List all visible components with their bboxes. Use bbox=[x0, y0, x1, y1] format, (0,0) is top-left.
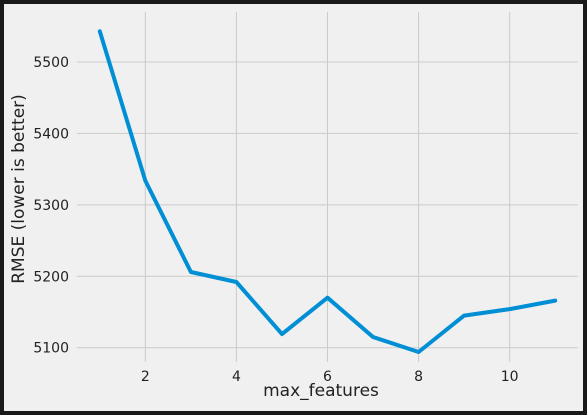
series-line bbox=[97, 29, 558, 354]
x-tick-label: 2 bbox=[141, 369, 150, 385]
x-tick-label: 6 bbox=[323, 369, 332, 385]
y-tick-label: 5300 bbox=[33, 198, 69, 214]
x-tick-label: 8 bbox=[414, 369, 423, 385]
grid bbox=[77, 12, 578, 362]
line-chart: 2 4 6 8 10 5100 5200 5300 5400 5500 max_features… bbox=[9, 12, 578, 401]
y-tick-label: 5400 bbox=[33, 126, 69, 142]
y-tick-labels: 5100 5200 5300 5400 5500 bbox=[33, 55, 69, 357]
x-tick-labels: 2 4 6 8 10 bbox=[141, 369, 519, 385]
x-tick-label: 4 bbox=[232, 369, 241, 385]
y-tick-label: 5100 bbox=[33, 341, 69, 357]
chart-figure: 2 4 6 8 10 5100 5200 5300 5400 5500 max_features… bbox=[4, 4, 583, 411]
x-axis-label: max_features bbox=[263, 381, 379, 401]
y-axis-label: RMSE (lower is better) bbox=[9, 94, 29, 284]
series-group bbox=[97, 29, 558, 354]
x-tick-label: 10 bbox=[501, 369, 519, 385]
y-tick-label: 5200 bbox=[33, 269, 69, 285]
y-tick-label: 5500 bbox=[33, 55, 69, 71]
